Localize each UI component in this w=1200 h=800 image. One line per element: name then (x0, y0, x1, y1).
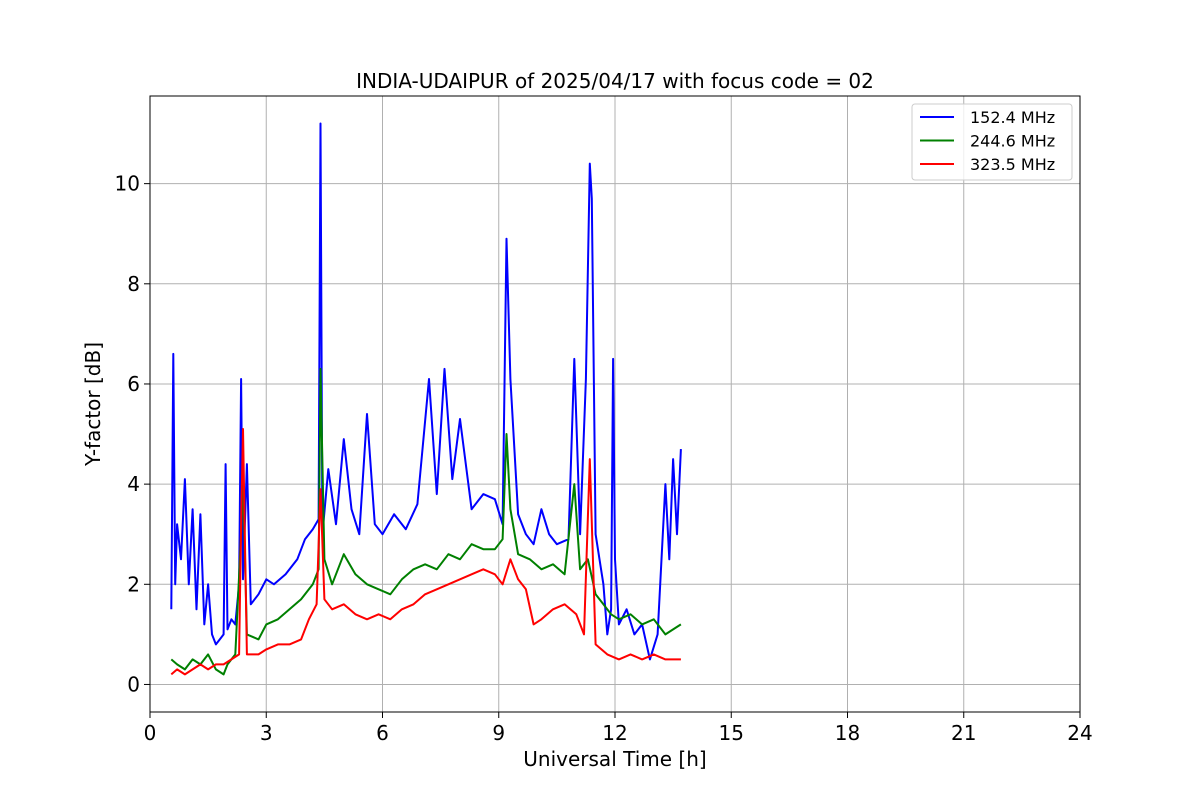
series-line-3 (170, 428, 681, 676)
y-tick-label: 4 (127, 472, 140, 496)
x-tick-label: 18 (835, 721, 860, 745)
series-line-2 (170, 367, 682, 676)
legend-label-3: 323.5 MHz (970, 155, 1055, 174)
legend: 152.4 MHz 244.6 MHz 323.5 MHz (911, 103, 1073, 181)
y-tick-label: 0 (127, 672, 140, 696)
x-tick-label: 15 (719, 721, 744, 745)
x-tick-label: 0 (144, 721, 157, 745)
y-axis-label: Y-factor [dB] (81, 342, 105, 467)
y-tick-label: 10 (115, 172, 140, 196)
x-tick-label: 24 (1067, 721, 1092, 745)
legend-label-2: 244.6 MHz (970, 132, 1055, 151)
legend-label-1: 152.4 MHz (970, 108, 1055, 127)
x-tick-label: 12 (602, 721, 627, 745)
x-tick-label: 21 (951, 721, 976, 745)
x-axis-label: Universal Time [h] (523, 747, 706, 771)
x-tick-label: 9 (492, 721, 505, 745)
x-tick-label: 3 (260, 721, 273, 745)
x-tick-label: 6 (376, 721, 389, 745)
chart-title: INDIA-UDAIPUR of 2025/04/17 with focus c… (356, 69, 874, 93)
legend-box (911, 103, 1073, 181)
series-layer (170, 122, 682, 676)
series-line-1 (170, 122, 682, 661)
y-tick-label: 2 (127, 572, 140, 596)
y-tick-label: 6 (127, 372, 140, 396)
y-tick-label: 8 (127, 272, 140, 296)
